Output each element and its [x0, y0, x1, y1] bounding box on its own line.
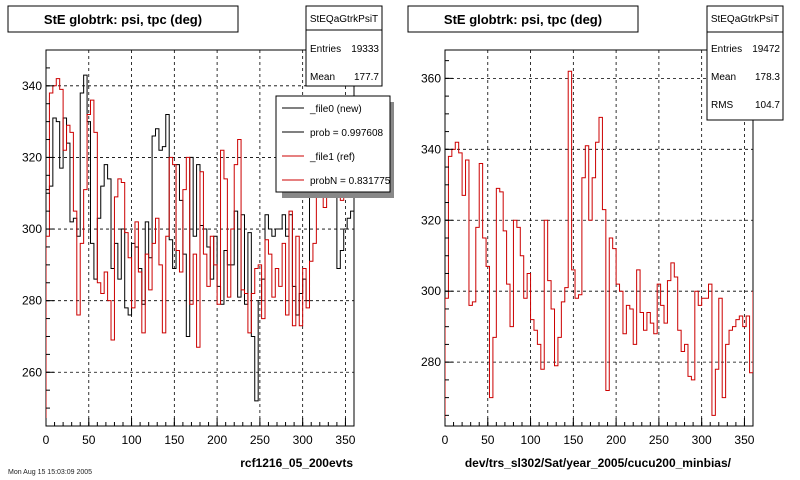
left-stats-entries-value: 19333 — [351, 44, 379, 55]
right-x-tick-label: 50 — [481, 433, 495, 447]
legend-label-probn: probN = 0.831775 — [310, 176, 391, 187]
right-x-tick-label: 300 — [692, 433, 712, 447]
left-x-tick-label: 50 — [82, 433, 96, 447]
left-stats-entries-label: Entries — [310, 44, 341, 55]
legend-label-file1: _file1 (ref) — [309, 152, 355, 163]
legend-label-file0: _file0 (new) — [309, 104, 362, 115]
right-stats-entries-value: 19472 — [752, 44, 780, 55]
left-x-tick-label: 150 — [164, 433, 184, 447]
right-series-0-histogram — [445, 70, 753, 426]
right-y-tick-label: 280 — [421, 355, 441, 369]
left-histogram-panel: 0 50 100 150 200 250 300 350 260 280 300 320 340 StE… — [7, 5, 394, 476]
right-x-tick-label: 0 — [442, 433, 449, 447]
left-y-tick-label: 340 — [22, 79, 42, 93]
left-x-tick-label: 100 — [122, 433, 142, 447]
right-x-tick-label: 150 — [563, 433, 583, 447]
left-stats-mean-label: Mean — [310, 72, 335, 83]
right-stats-name: StEQaGtrkPsiT — [711, 14, 779, 25]
left-axes: 0 50 100 150 200 250 300 350 260 280 300 320 340 — [22, 49, 356, 447]
left-footer-timestamp: Mon Aug 15 15:03:09 2005 — [8, 469, 92, 476]
right-stats-mean-label: Mean — [711, 72, 736, 83]
left-title-box — [7, 5, 239, 33]
right-x-tick-label: 100 — [521, 433, 541, 447]
left-series-group — [46, 74, 354, 426]
right-x-tick-label: 350 — [734, 433, 754, 447]
left-y-tick-label: 260 — [22, 365, 42, 379]
right-chart-title: StE globtrk: psi, tpc (deg) — [444, 12, 602, 27]
left-legend: _file0 (new) prob = 0.997608 _file1 (ref… — [275, 95, 394, 198]
left-caption: rcf1216_05_200evts — [240, 456, 353, 470]
left-y-tick-label: 300 — [22, 222, 42, 236]
left-x-tick-label: 0 — [43, 433, 50, 447]
left-stats-mean-value: 177.7 — [354, 72, 379, 83]
right-y-tick-label: 320 — [421, 213, 441, 227]
right-y-tick-label: 300 — [421, 284, 441, 298]
right-caption: dev/trs_sl302/Sat/year_2005/cucu200_minb… — [465, 456, 732, 470]
right-series-group — [445, 70, 753, 426]
right-axes: 0 50 100 150 200 250 300 350 280 300 320 340 360 — [421, 60, 755, 447]
left-y-tick-label: 280 — [22, 294, 42, 308]
right-stats-rms-value: 104.7 — [755, 100, 780, 111]
left-y-tick-label: 320 — [22, 150, 42, 164]
right-stats-entries-label: Entries — [711, 44, 742, 55]
right-histogram-panel: 0 50 100 150 200 250 300 350 280 300 320 340 360 StE… — [407, 5, 784, 470]
right-y-tick-label: 360 — [421, 71, 441, 85]
right-stats-rms-label: RMS — [711, 100, 734, 111]
right-y-tick-label: 340 — [421, 142, 441, 156]
left-chart-title: StE globtrk: psi, tpc (deg) — [44, 12, 202, 27]
left-x-tick-label: 250 — [250, 433, 270, 447]
left-series-1-histogram — [46, 78, 354, 426]
left-x-tick-label: 200 — [207, 433, 227, 447]
right-stats-box: StEQaGtrkPsiT Entries 19472 Mean 178.3 R… — [706, 5, 784, 121]
legend-label-prob: prob = 0.997608 — [310, 128, 384, 139]
left-x-tick-label: 300 — [293, 433, 313, 447]
right-stats-mean-value: 178.3 — [755, 72, 780, 83]
left-x-tick-label: 350 — [335, 433, 355, 447]
right-x-tick-label: 250 — [649, 433, 669, 447]
right-x-tick-label: 200 — [606, 433, 626, 447]
left-stats-name: StEQaGtrkPsiT — [310, 14, 378, 25]
left-stats-box: StEQaGtrkPsiT Entries 19333 Mean 177.7 — [305, 5, 383, 87]
right-title-box — [407, 5, 639, 33]
